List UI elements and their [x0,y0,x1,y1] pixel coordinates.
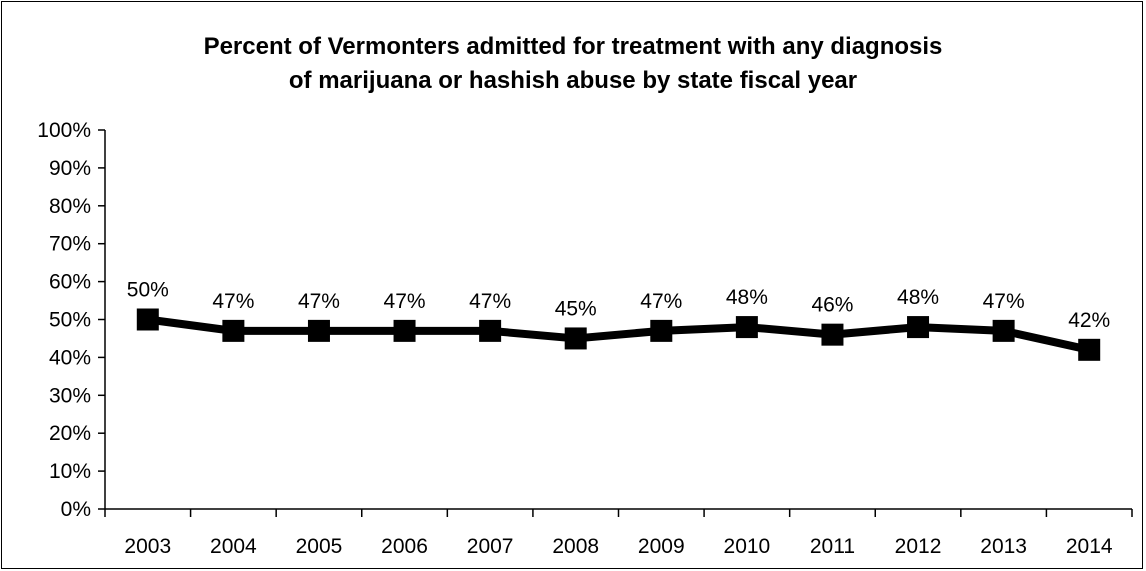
data-point-marker [907,316,930,339]
series-line [147,315,1091,354]
x-tick-label: 2009 [638,535,685,558]
x-tick-label: 2011 [810,535,855,558]
data-label: 47% [298,290,340,313]
data-label: 47% [212,290,254,313]
x-tick-label: 2008 [552,535,599,558]
x-tick-label: 2006 [381,535,428,558]
x-axis-ticks: 2003 2004 2005 2006 2007 2008 2009 2010 2011 2012… [104,509,1133,558]
data-label: 47% [469,290,511,313]
x-tick-label: 2013 [980,535,1027,558]
data-label: 42% [1068,309,1110,332]
y-tick-label: 70% [49,233,91,256]
data-point-marker [564,327,587,350]
data-label: 48% [726,286,768,309]
y-tick-label: 60% [49,271,91,294]
y-tick-label: 0% [61,498,91,521]
data-point-marker [650,319,673,342]
data-point-marker [307,319,330,342]
x-tick-label: 2010 [724,535,771,558]
data-point-marker [735,316,758,339]
x-tick-label: 2003 [124,535,171,558]
x-tick-label: 2004 [210,535,257,558]
y-tick-label: 30% [49,384,91,407]
data-label: 50% [127,279,169,302]
y-tick-label: 40% [49,346,91,369]
y-tick-label: 90% [49,157,91,180]
x-tick-label: 2014 [1066,535,1113,558]
data-label: 45% [555,297,597,320]
data-label: 47% [384,290,426,313]
data-point-marker [992,319,1015,342]
y-tick-label: 10% [49,460,91,483]
x-tick-label: 2005 [296,535,343,558]
data-label: 47% [640,290,682,313]
data-point-marker [1078,338,1101,361]
x-tick-label: 2012 [895,535,942,558]
chart-title: Percent of Vermonters admitted for treat… [0,30,1146,98]
data-point-marker [479,319,502,342]
chart-axes [104,130,1132,510]
data-label: 48% [897,286,939,309]
data-label: 46% [811,294,853,317]
chart-title-line-1: Percent of Vermonters admitted for treat… [203,33,943,60]
data-label: 47% [983,290,1025,313]
y-tick-label: 80% [49,195,91,218]
y-tick-label: 100% [37,119,91,142]
data-point-marker [136,308,159,331]
x-tick-label: 2007 [467,535,514,558]
data-point-marker [393,319,416,342]
y-tick-label: 50% [49,309,91,332]
data-point-marker [222,319,245,342]
series-group [136,308,1101,361]
y-tick-label: 20% [49,422,91,445]
chart-title-line-2: of marijuana or hashish abuse by state f… [288,67,858,94]
data-point-marker [821,323,844,346]
y-axis-ticks: 0% 10% 20% 30% 40% 50% 60% 70% 80% 90% 100% [37,119,105,521]
data-labels: 50% 47% 47% 47% 47% 45% 47% 48% 46% 48% 47% 42% [127,279,1110,332]
